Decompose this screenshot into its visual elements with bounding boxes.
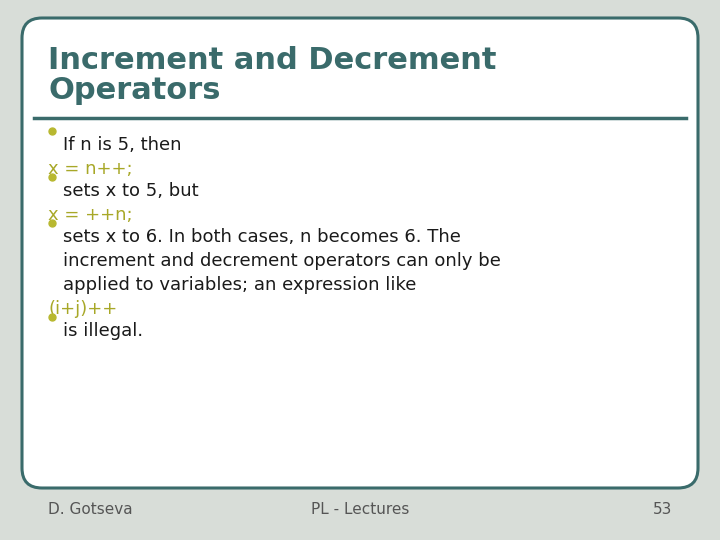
Text: sets x to 6. In both cases, n becomes 6. The: sets x to 6. In both cases, n becomes 6.… <box>63 228 461 246</box>
Text: PL - Lectures: PL - Lectures <box>311 503 409 517</box>
Text: 53: 53 <box>652 503 672 517</box>
Text: (i+j)++: (i+j)++ <box>48 300 117 318</box>
Text: is illegal.: is illegal. <box>63 322 143 340</box>
Text: Increment and Decrement: Increment and Decrement <box>48 46 497 75</box>
Text: sets x to 5, but: sets x to 5, but <box>63 182 199 200</box>
Text: If n is 5, then: If n is 5, then <box>63 136 181 154</box>
Text: increment and decrement operators can only be: increment and decrement operators can on… <box>63 252 501 270</box>
Text: Operators: Operators <box>48 76 220 105</box>
Text: D. Gotseva: D. Gotseva <box>48 503 132 517</box>
Text: x = ++n;: x = ++n; <box>48 206 132 224</box>
Text: applied to variables; an expression like: applied to variables; an expression like <box>63 276 416 294</box>
Text: x = n++;: x = n++; <box>48 160 132 178</box>
FancyBboxPatch shape <box>22 18 698 488</box>
